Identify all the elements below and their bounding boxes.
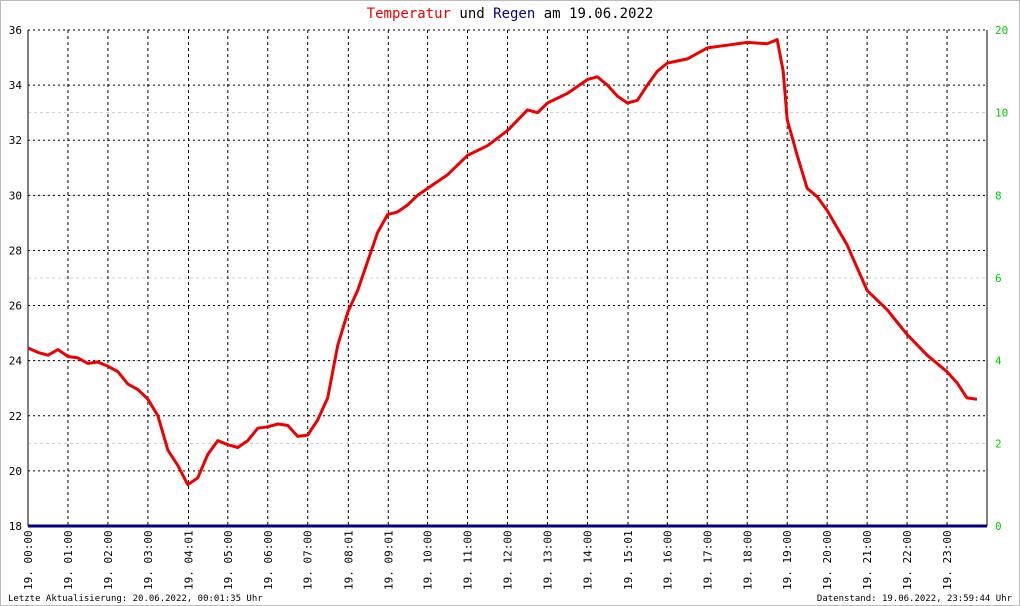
title-series-temp: Temperatur: [367, 6, 451, 22]
y2-top-label: 20: [995, 24, 1008, 37]
x-tick-label: 19. 03:00: [142, 530, 155, 590]
x-tick-label: 19. 08:01: [342, 530, 355, 590]
y-tick-label: 26: [9, 300, 22, 313]
y2-tick-label: 2: [995, 437, 1002, 450]
chart-title: Temperatur und Regen am 19.06.2022: [367, 6, 654, 22]
y-tick-label: 36: [9, 24, 22, 37]
y2-tick-label: 4: [995, 355, 1002, 368]
y-tick-label: 24: [9, 355, 23, 368]
y2-tick-label: 10: [995, 107, 1008, 120]
y-tick-label: 20: [9, 465, 22, 478]
footer-left: Letzte Aktualisierung: 20.06.2022, 00:01…: [8, 594, 263, 604]
x-tick-label: 19. 05:00: [222, 530, 235, 590]
x-tick-label: 19. 21:00: [861, 530, 874, 590]
series-line: [27, 38, 978, 487]
x-tick-label: 19. 06:00: [262, 530, 275, 590]
x-tick-label: 19. 22:00: [901, 530, 914, 590]
y2-tick-label: 6: [995, 272, 1002, 285]
x-tick-label: 19. 14:00: [581, 530, 594, 590]
y-tick-label: 22: [9, 410, 22, 423]
x-tick-label: 19. 18:00: [741, 530, 754, 590]
x-tick-label: 19. 20:00: [821, 530, 834, 590]
x-tick-label: 19. 10:00: [422, 530, 435, 590]
y-tick-label: 32: [9, 134, 22, 147]
y-tick-label: 18: [9, 520, 22, 533]
x-tick-label: 19. 01:00: [62, 530, 75, 590]
x-tick-label: 19. 11:00: [462, 530, 475, 590]
x-tick-label: 19. 23:00: [941, 530, 954, 590]
y2-tick-label: 8: [995, 189, 1002, 202]
x-tick-label: 19. 00:00: [22, 530, 35, 590]
x-tick-label: 19. 16:00: [661, 530, 674, 590]
x-tick-label: 19. 19:00: [781, 530, 794, 590]
y2-tick-label: 0: [995, 520, 1002, 533]
x-tick-label: 19. 15:01: [622, 530, 635, 590]
y-tick-label: 28: [9, 244, 22, 257]
x-tick-label: 19. 02:00: [102, 530, 115, 590]
x-tick-label: 19. 07:00: [302, 530, 315, 590]
x-tick-label: 19. 04:01: [183, 530, 196, 590]
x-tick-label: 19. 13:00: [541, 530, 554, 590]
y-tick-label: 34: [9, 79, 23, 92]
x-tick-label: 19. 12:00: [502, 530, 515, 590]
title-series-rain: Regen: [493, 6, 535, 22]
footer-right: Datenstand: 19.06.2022, 23:59:44 Uhr: [817, 594, 1013, 604]
y-tick-label: 30: [9, 189, 22, 202]
x-tick-label: 19. 17:00: [701, 530, 714, 590]
x-tick-label: 19. 09:01: [382, 530, 395, 590]
title-word: und: [459, 6, 484, 22]
title-date: am 19.06.2022: [544, 6, 654, 22]
